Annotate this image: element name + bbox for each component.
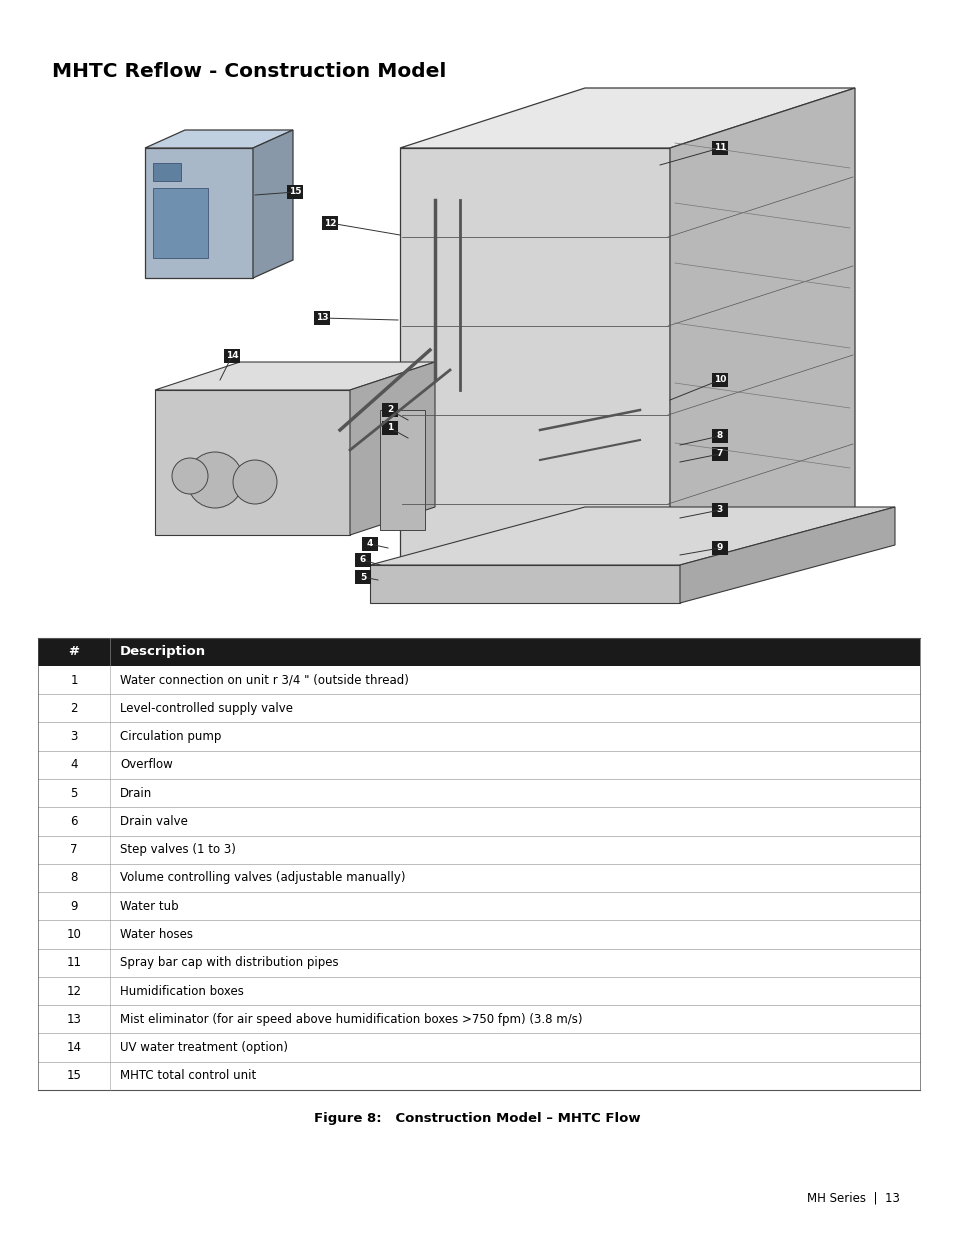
Bar [381,421,397,435]
Text: 3: 3 [716,505,722,515]
Text: UV water treatment (option): UV water treatment (option) [120,1041,288,1055]
Bar [287,185,303,199]
Text: 7: 7 [71,844,77,856]
Bar [152,188,208,258]
Text: Description: Description [120,646,206,658]
Bar [355,553,371,567]
Polygon shape [399,88,854,148]
Text: Water tub: Water tub [120,900,178,913]
Text: MHTC Reflow - Construction Model: MHTC Reflow - Construction Model [52,62,446,82]
Bar [322,216,337,230]
Polygon shape [370,508,894,564]
Text: 15: 15 [67,1070,81,1082]
Text: Overflow: Overflow [120,758,172,772]
Text: Step valves (1 to 3): Step valves (1 to 3) [120,844,235,856]
Text: 2: 2 [387,405,393,415]
Polygon shape [253,130,293,278]
Text: Circulation pump: Circulation pump [120,730,221,743]
Text: MHTC total control unit: MHTC total control unit [120,1070,256,1082]
Text: 10: 10 [67,927,81,941]
Text: 13: 13 [315,314,328,322]
Text: #: # [69,646,79,658]
Text: Water connection on unit r 3/4 " (outside thread): Water connection on unit r 3/4 " (outsid… [120,673,409,687]
Polygon shape [399,148,669,593]
Text: 5: 5 [359,573,366,582]
Polygon shape [154,362,435,390]
Text: 11: 11 [67,956,81,969]
Bar [711,503,727,517]
Bar [314,311,330,325]
Text: MH Series  |  13: MH Series | 13 [806,1192,899,1205]
Circle shape [187,452,243,508]
Text: 15: 15 [289,188,301,196]
Polygon shape [145,148,253,278]
Text: 13: 13 [67,1013,81,1026]
Bar [711,141,727,156]
Text: 10: 10 [713,375,725,384]
Text: 2: 2 [71,701,77,715]
Polygon shape [679,508,894,603]
Text: 6: 6 [71,815,77,827]
Text: 1: 1 [387,424,393,432]
Circle shape [172,458,208,494]
Text: 14: 14 [226,352,238,361]
Bar [152,163,181,182]
Text: Water hoses: Water hoses [120,927,193,941]
Bar [224,350,240,363]
Text: 8: 8 [716,431,722,441]
Text: 3: 3 [71,730,77,743]
Text: Humidification boxes: Humidification boxes [120,984,244,998]
Text: Volume controlling valves (adjustable manually): Volume controlling valves (adjustable ma… [120,872,405,884]
Text: Drain: Drain [120,787,152,799]
Bar [381,403,397,417]
Text: 9: 9 [71,900,77,913]
Text: 14: 14 [67,1041,81,1055]
Polygon shape [370,564,679,603]
Text: 6: 6 [359,556,366,564]
Text: 12: 12 [67,984,81,998]
Circle shape [233,459,276,504]
Bar [361,537,377,551]
Text: 4: 4 [71,758,77,772]
Text: 1: 1 [71,673,77,687]
Text: Spray bar cap with distribution pipes: Spray bar cap with distribution pipes [120,956,338,969]
Text: 4: 4 [366,540,373,548]
Polygon shape [669,88,854,593]
Text: Drain valve: Drain valve [120,815,188,827]
Text: 12: 12 [323,219,335,227]
Text: Mist eliminator (for air speed above humidification boxes >750 fpm) (3.8 m/s): Mist eliminator (for air speed above hum… [120,1013,582,1026]
Text: 11: 11 [713,143,725,152]
Polygon shape [145,130,293,148]
Polygon shape [154,390,350,535]
Text: 8: 8 [71,872,77,884]
Bar [355,571,371,584]
Bar [711,447,727,461]
Bar [711,541,727,555]
Text: Level-controlled supply valve: Level-controlled supply valve [120,701,293,715]
Text: 9: 9 [716,543,722,552]
Bar [711,373,727,387]
Text: 7: 7 [716,450,722,458]
Bar [379,410,424,530]
Text: Figure 8:   Construction Model – MHTC Flow: Figure 8: Construction Model – MHTC Flow [314,1112,639,1125]
Bar [38,638,919,666]
Text: 5: 5 [71,787,77,799]
Polygon shape [350,362,435,535]
Bar [711,429,727,443]
